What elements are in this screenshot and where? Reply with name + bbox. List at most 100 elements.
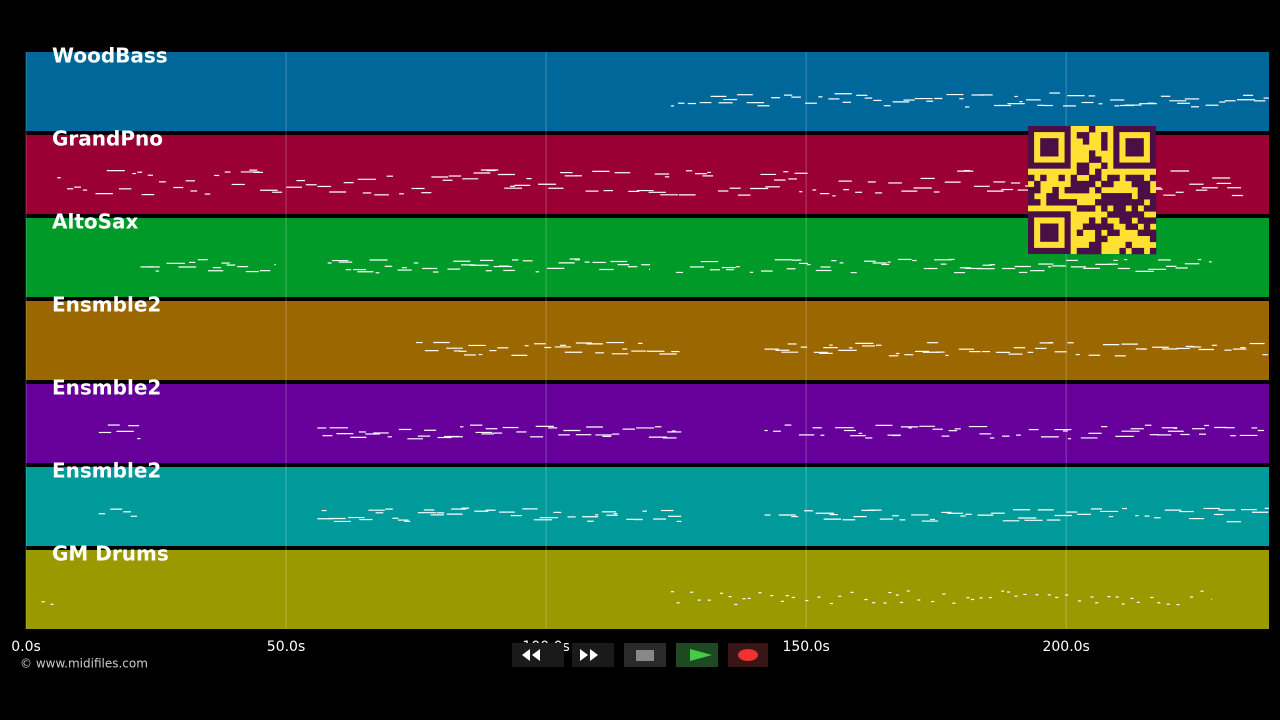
- qr-cell: [1125, 217, 1132, 224]
- qr-cell: [1028, 193, 1035, 200]
- qr-cell: [1101, 217, 1108, 224]
- qr-cell: [1082, 247, 1090, 255]
- copyright: © www.midifiles.com: [20, 657, 148, 671]
- qr-cell: [1076, 180, 1084, 188]
- qr-cell: [1034, 199, 1041, 206]
- qr-cell: [1107, 229, 1114, 237]
- qr-finder: [1125, 138, 1144, 157]
- qr-cell: [1046, 199, 1053, 206]
- qr-cell: [1082, 138, 1090, 145]
- track-band: [26, 550, 1269, 629]
- track-name: GrandPno: [52, 127, 163, 151]
- qr-cell: [1137, 217, 1145, 224]
- qr-cell: [1076, 162, 1084, 169]
- qr-cell: [1119, 193, 1126, 200]
- qr-cell: [1088, 223, 1096, 230]
- qr-cell: [1107, 174, 1114, 182]
- qr-cell: [1064, 186, 1071, 194]
- qr-cell: [1076, 247, 1084, 255]
- qr-finder: [1113, 126, 1157, 169]
- qr-code: [1027, 126, 1157, 255]
- qr-cell: [1095, 235, 1102, 243]
- track-band: [26, 467, 1269, 546]
- qr-cell: [1143, 186, 1151, 194]
- record-button[interactable]: [728, 643, 768, 667]
- qr-cell: [1076, 186, 1084, 194]
- qr-cell: [1101, 223, 1108, 230]
- qr-cell: [1107, 199, 1114, 206]
- qr-cell: [1058, 199, 1065, 206]
- transport-controls: [512, 643, 768, 667]
- qr-finder: [1040, 138, 1059, 157]
- track-name: Ensmble2: [52, 293, 161, 317]
- qr-cell: [1101, 235, 1108, 243]
- qr-cell: [1113, 199, 1120, 206]
- qr-cell: [1125, 199, 1132, 206]
- qr-cell: [1131, 199, 1139, 206]
- qr-cell: [1082, 132, 1090, 139]
- qr-cell: [1076, 205, 1084, 212]
- track-band: [26, 52, 1269, 131]
- qr-finder: [1040, 223, 1059, 242]
- qr-cell: [1125, 174, 1132, 182]
- qr-cell: [1034, 180, 1041, 188]
- qr-cell: [1137, 247, 1145, 255]
- track-name: Ensmble2: [52, 459, 161, 483]
- rewind-button[interactable]: [512, 643, 564, 667]
- qr-cell: [1064, 199, 1071, 206]
- play-button[interactable]: [676, 643, 718, 667]
- qr-cell: [1137, 199, 1145, 206]
- qr-cell: [1088, 150, 1096, 157]
- qr-cell: [1082, 162, 1090, 169]
- qr-cell: [1101, 180, 1108, 188]
- qr-cell: [1101, 132, 1108, 139]
- qr-cell: [1143, 229, 1151, 237]
- tick-label: 200.0s: [1042, 639, 1089, 655]
- qr-cell: [1101, 138, 1108, 145]
- qr-cell: [1101, 199, 1108, 206]
- qr-cell: [1088, 205, 1096, 212]
- qr-cell: [1149, 217, 1157, 224]
- qr-cell: [1119, 247, 1126, 255]
- qr-cell: [1131, 211, 1139, 218]
- qr-cell: [1107, 193, 1114, 200]
- track-name: GM Drums: [52, 542, 169, 566]
- qr-cell: [1088, 174, 1096, 182]
- qr-cell: [1046, 193, 1053, 200]
- qr-cell: [1143, 217, 1151, 224]
- qr-cell: [1070, 199, 1078, 206]
- qr-cell: [1143, 223, 1151, 230]
- qr-cell: [1107, 180, 1114, 188]
- tick-label: 50.0s: [267, 639, 305, 655]
- stop-button[interactable]: [624, 643, 666, 667]
- qr-cell: [1149, 229, 1157, 237]
- qr-cell: [1137, 180, 1145, 188]
- qr-cell: [1028, 186, 1035, 194]
- qr-cell: [1113, 229, 1120, 237]
- qr-cell: [1040, 174, 1047, 182]
- qr-cell: [1125, 211, 1132, 218]
- qr-cell: [1101, 162, 1108, 169]
- qr-cell: [1113, 174, 1120, 182]
- qr-finder: [1027, 211, 1071, 255]
- qr-cell: [1137, 174, 1145, 182]
- qr-cell: [1125, 193, 1132, 200]
- qr-cell: [1082, 180, 1090, 188]
- qr-cell: [1119, 199, 1126, 206]
- qr-cell: [1088, 217, 1096, 224]
- qr-cell: [1131, 174, 1139, 182]
- qr-cell: [1119, 211, 1126, 218]
- qr-cell: [1149, 205, 1157, 212]
- qr-cell: [1101, 205, 1108, 212]
- qr-cell: [1088, 126, 1096, 133]
- qr-cell: [1143, 180, 1151, 188]
- qr-cell: [1095, 199, 1102, 206]
- forward-button[interactable]: [572, 643, 614, 667]
- qr-cell: [1052, 199, 1059, 206]
- tick-label: 0.0s: [11, 639, 41, 655]
- qr-cell: [1028, 174, 1035, 182]
- qr-cell: [1113, 211, 1120, 218]
- qr-cell: [1131, 180, 1139, 188]
- qr-cell: [1095, 186, 1102, 194]
- qr-cell: [1149, 199, 1157, 206]
